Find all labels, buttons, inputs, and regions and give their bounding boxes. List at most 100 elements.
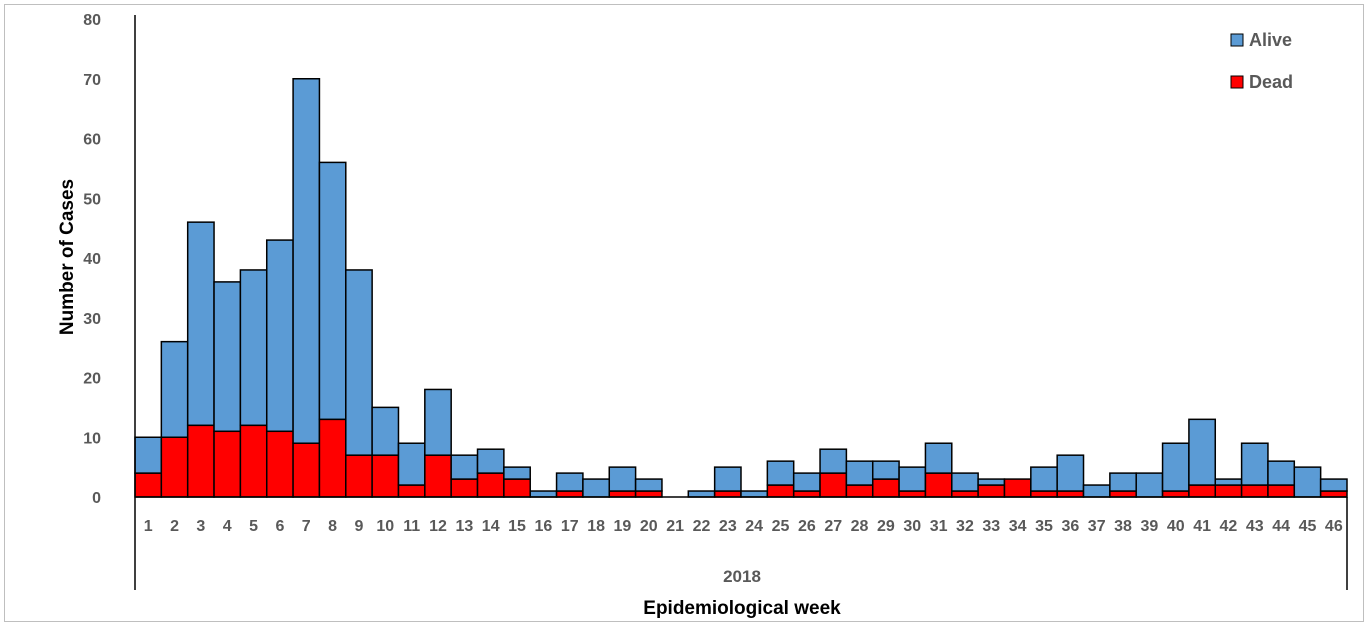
bar-alive-week-31 — [924, 442, 953, 474]
bar-dead-week-31 — [924, 472, 953, 498]
bar-dead-week-12 — [424, 454, 452, 498]
bar-dead-week-6 — [265, 430, 294, 498]
x-tick-label: 19 — [614, 518, 632, 535]
bar-alive-week-26 — [792, 472, 821, 492]
y-tick-label: 10 — [83, 430, 101, 447]
x-tick-label: 9 — [355, 518, 364, 535]
bar-dead-week-42 — [1214, 484, 1243, 498]
bar-dead-week-7 — [292, 442, 321, 498]
bar-alive-week-10 — [371, 406, 400, 456]
bar-dead-week-43 — [1240, 484, 1269, 498]
y-tick-label: 80 — [83, 12, 101, 29]
legend-swatch-dead — [1230, 75, 1244, 89]
y-axis-title: Number of Cases — [57, 179, 78, 335]
x-tick-label: 35 — [1035, 518, 1053, 535]
bar-alive-week-41 — [1188, 418, 1217, 486]
y-tick-label: 30 — [83, 311, 101, 328]
bar-alive-week-2 — [160, 340, 189, 438]
x-tick-label: 39 — [1140, 518, 1158, 535]
bar-dead-week-13 — [450, 478, 479, 498]
x-tick-label: 22 — [693, 518, 711, 535]
bar-alive-week-19 — [608, 466, 637, 492]
x-tick-label: 17 — [561, 518, 579, 535]
bar-dead-week-2 — [160, 436, 189, 498]
x-tick-label: 23 — [719, 518, 737, 535]
x-tick-label: 34 — [1009, 518, 1027, 535]
x-tick-label: 38 — [1114, 518, 1132, 535]
x-axis-title: Epidemiological week — [643, 598, 841, 619]
bar-alive-week-33 — [977, 478, 1006, 486]
x-tick-label: 1 — [144, 518, 153, 535]
x-tick-label: 31 — [930, 518, 948, 535]
bar-dead-week-30 — [898, 490, 927, 498]
bar-alive-week-42 — [1214, 478, 1243, 486]
x-tick-label: 26 — [798, 518, 816, 535]
bar-alive-week-22 — [687, 490, 716, 498]
x-tick-label: 41 — [1193, 518, 1211, 535]
bar-dead-week-28 — [845, 484, 874, 498]
axes-layer — [134, 15, 1348, 590]
bar-dead-week-46 — [1319, 490, 1348, 498]
bar-alive-week-30 — [898, 466, 927, 492]
bar-dead-week-34 — [1003, 478, 1032, 498]
y-tick-labels: 0 10 20 30 40 50 60 70 80 — [83, 12, 101, 507]
bar-dead-week-35 — [1030, 490, 1058, 498]
bar-dead-week-41 — [1188, 484, 1217, 498]
y-tick-label: 60 — [83, 132, 101, 149]
bar-alive-week-29 — [871, 460, 900, 480]
x-tick-label: 6 — [275, 518, 284, 535]
bar-dead-week-20 — [634, 490, 663, 498]
x-tick-label: 15 — [508, 518, 526, 535]
bar-dead-week-9 — [345, 454, 373, 498]
bar-alive-week-13 — [450, 454, 479, 480]
bar-alive-week-46 — [1319, 478, 1348, 492]
bar-alive-week-44 — [1267, 460, 1296, 486]
x-tick-label: 36 — [1061, 518, 1079, 535]
x-tick-label: 30 — [903, 518, 921, 535]
chart-frame — [4, 4, 1364, 622]
bar-alive-week-37 — [1082, 484, 1111, 498]
x-tick-label: 25 — [772, 518, 790, 535]
legend-swatch-alive — [1230, 33, 1244, 47]
bar-dead-week-3 — [186, 424, 215, 498]
bar-alive-week-23 — [713, 466, 742, 492]
bar-alive-week-4 — [213, 281, 242, 433]
bar-dead-week-26 — [792, 490, 821, 498]
bar-alive-week-5 — [239, 269, 268, 427]
x-tick-label: 8 — [328, 518, 337, 535]
x-tick-label: 20 — [640, 518, 658, 535]
x-tick-label: 45 — [1299, 518, 1317, 535]
x-tick-label: 7 — [302, 518, 311, 535]
x-tick-label: 11 — [403, 518, 420, 535]
bar-alive-week-8 — [318, 161, 347, 421]
bar-alive-week-11 — [397, 442, 426, 486]
bars-layer — [134, 78, 1348, 498]
x-tick-labels: 1 2 3 4 5 6 7 8 9 10 11 12 13 14 15 16 17 18 19 20 21 22 23 24 2… — [144, 518, 1343, 535]
bar-alive-week-24 — [740, 490, 769, 498]
bar-alive-week-45 — [1293, 466, 1322, 498]
x-tick-label: 5 — [249, 518, 258, 535]
y-tick-label: 40 — [83, 251, 101, 268]
bar-dead-week-15 — [503, 478, 531, 498]
bar-dead-week-32 — [951, 490, 979, 498]
bar-dead-week-10 — [371, 454, 400, 498]
bar-alive-week-36 — [1056, 454, 1085, 492]
x-tick-label: 13 — [455, 518, 473, 535]
x-tick-label: 32 — [956, 518, 974, 535]
bar-alive-week-40 — [1161, 442, 1190, 492]
bar-alive-week-17 — [555, 472, 584, 492]
bar-alive-week-32 — [951, 472, 979, 492]
bar-alive-week-28 — [845, 460, 874, 486]
x-tick-label: 42 — [1220, 518, 1238, 535]
bar-dead-week-8 — [318, 418, 347, 498]
legend-label-dead: Dead — [1249, 72, 1293, 92]
x-tick-label: 16 — [534, 518, 552, 535]
bar-alive-week-3 — [186, 221, 215, 427]
x-tick-label: 24 — [745, 518, 763, 535]
bar-alive-week-20 — [634, 478, 663, 492]
bar-dead-week-40 — [1161, 490, 1190, 498]
x-tick-label: 4 — [223, 518, 232, 535]
bar-alive-week-12 — [424, 388, 452, 456]
bar-alive-week-38 — [1109, 472, 1137, 492]
x-tick-label: 43 — [1246, 518, 1264, 535]
